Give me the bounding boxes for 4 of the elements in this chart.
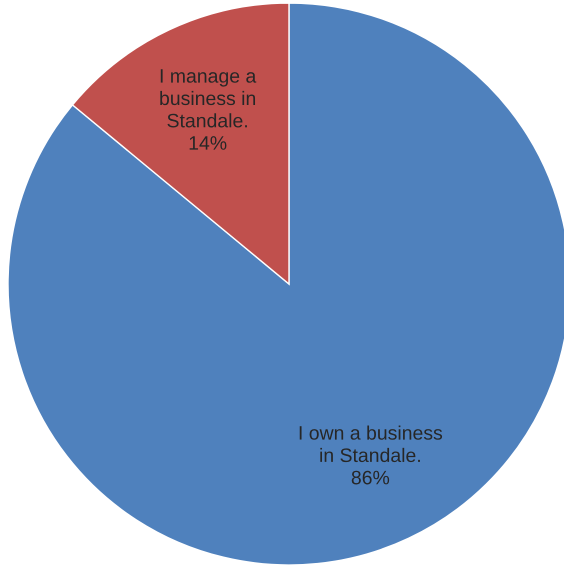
- slice-label: I manage a business in Standale.: [160, 69, 256, 128]
- slice-label: I own a business in Standale.: [300, 425, 442, 462]
- data-label: 14%: [190, 136, 226, 150]
- data-label: 86%: [352, 470, 390, 484]
